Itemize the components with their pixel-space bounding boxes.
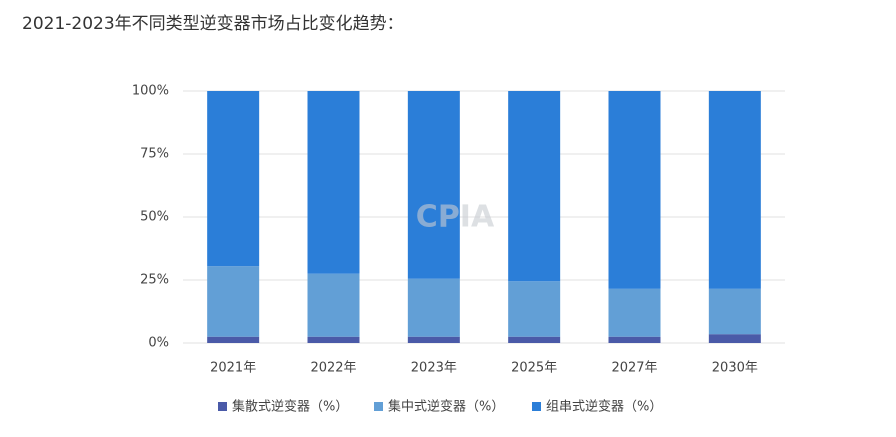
bar-segment xyxy=(407,91,460,279)
chart-title: 2021-2023年不同类型逆变器市场占比变化趋势： xyxy=(22,14,404,34)
legend-label: 集散式逆变器（%） xyxy=(232,399,348,415)
bar-segment xyxy=(307,91,360,274)
y-tick-label: 0% xyxy=(148,336,169,351)
bar-segment xyxy=(508,91,561,282)
bar-segment xyxy=(307,336,360,343)
bar-segment xyxy=(608,336,661,343)
bar-segment xyxy=(307,273,360,337)
bar-segment xyxy=(708,334,761,343)
legend-swatch xyxy=(218,402,227,411)
legend-label: 集中式逆变器（%） xyxy=(388,399,504,415)
y-tick-label: 100% xyxy=(132,84,169,99)
x-tick-label: 2023年 xyxy=(411,361,457,376)
x-tick-label: 2021年 xyxy=(210,361,256,376)
y-tick-label: 75% xyxy=(140,147,169,162)
bar-segment xyxy=(508,336,561,343)
bar-segment xyxy=(407,278,460,337)
bar-segment xyxy=(508,281,561,337)
y-tick-label: 25% xyxy=(140,273,169,288)
watermark: CPIA xyxy=(416,200,495,235)
bar-segment xyxy=(207,266,260,337)
x-tick-label: 2022年 xyxy=(310,361,356,376)
x-tick-label: 2027年 xyxy=(611,361,657,376)
bar-segment xyxy=(608,91,661,289)
bar-segment xyxy=(407,336,460,343)
bar-segment xyxy=(207,336,260,343)
bar-segment xyxy=(708,91,761,289)
x-tick-label: 2025年 xyxy=(511,361,557,376)
legend-swatch xyxy=(374,402,383,411)
bar-segment xyxy=(207,91,260,267)
bar-segment xyxy=(708,288,761,335)
legend-swatch xyxy=(532,402,541,411)
x-tick-label: 2030年 xyxy=(712,361,758,376)
y-tick-label: 50% xyxy=(140,210,169,225)
legend-label: 组串式逆变器（%） xyxy=(546,399,662,415)
bar-segment xyxy=(608,288,661,337)
